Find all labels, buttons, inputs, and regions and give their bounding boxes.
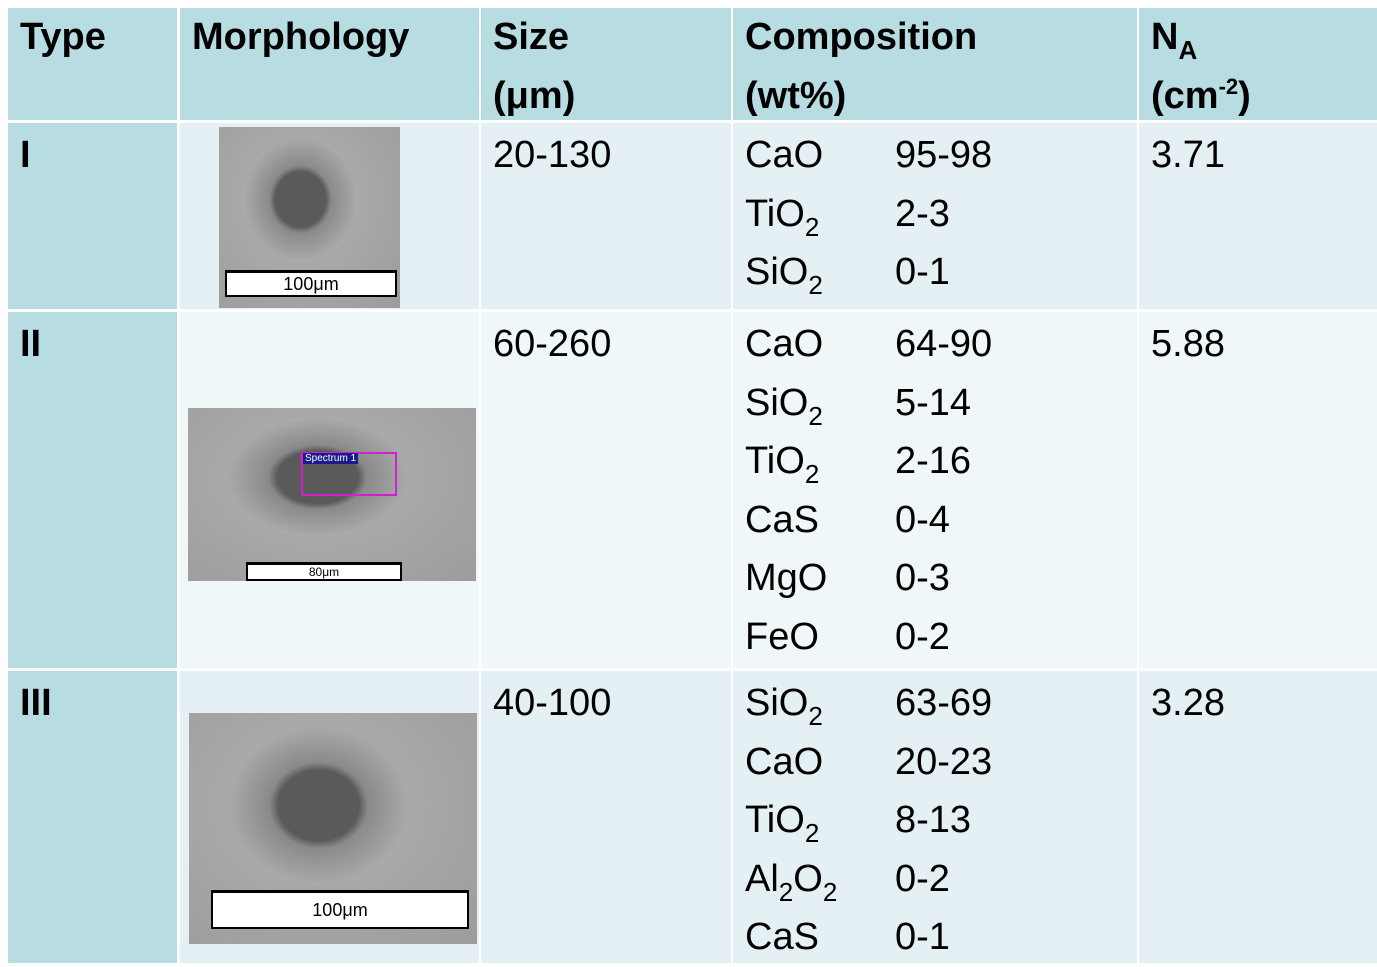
wt-range: 0-4 <box>895 499 950 541</box>
wt-range: 20-23 <box>895 741 992 783</box>
size-value: 60-260 <box>493 315 719 374</box>
header-cell: Morphology <box>180 8 479 120</box>
header-cell: NA (cm-2) <box>1139 8 1377 120</box>
size-cell: 60-260 <box>481 312 731 668</box>
micrograph: 100μm <box>189 713 477 944</box>
wt-range: 5-14 <box>895 382 971 424</box>
wt-range: 8-13 <box>895 799 971 841</box>
wt-range: 0-3 <box>895 557 950 599</box>
type-label: III <box>20 674 165 733</box>
na-cell: 3.71 <box>1139 123 1377 309</box>
na-cell: 5.88 <box>1139 312 1377 668</box>
compound: CaO <box>745 126 895 184</box>
wt-range: 2-3 <box>895 193 950 235</box>
header-text: Type <box>20 8 165 67</box>
row-header-cell: III <box>8 671 177 963</box>
type-label: I <box>20 126 165 185</box>
compound: TiO2 <box>745 185 895 243</box>
micrograph: 80μm Spectrum 1 <box>188 408 476 581</box>
row-header-cell: II <box>8 312 177 668</box>
wt-range: 0-2 <box>895 616 950 658</box>
size-value: 40-100 <box>493 674 719 733</box>
na-value: 3.71 <box>1151 126 1365 185</box>
spectrum-box: Spectrum 1 <box>301 452 397 496</box>
wt-range: 63-69 <box>895 682 992 724</box>
header-text: (wt%) <box>745 67 1125 126</box>
compound: SiO2 <box>745 243 895 301</box>
compound: CaS <box>745 908 895 966</box>
header-text: (μm) <box>493 67 719 126</box>
wt-range: 0-1 <box>895 251 950 293</box>
header-text: NA <box>1151 8 1365 67</box>
header-cell: Size(μm) <box>481 8 731 120</box>
size-cell: 40-100 <box>481 671 731 963</box>
scale-bar: 80μm <box>246 562 402 581</box>
na-cell: 3.28 <box>1139 671 1377 963</box>
unit: (cm <box>1151 75 1219 117</box>
wt-range: 64-90 <box>895 323 992 365</box>
wt-range: 95-98 <box>895 134 992 176</box>
header-text: Composition <box>745 8 1125 67</box>
compound: TiO2 <box>745 791 895 849</box>
na-value: 3.28 <box>1151 674 1365 733</box>
compound: CaO <box>745 733 895 791</box>
scale-bar: 100μm <box>211 890 469 929</box>
compound: SiO2 <box>745 674 895 732</box>
micrograph: 100μm <box>219 127 400 308</box>
wt-range: 2-16 <box>895 440 971 482</box>
exponent: -2 <box>1219 74 1239 99</box>
header-cell: Composition(wt%) <box>733 8 1137 120</box>
header-text: (cm-2) <box>1151 67 1365 126</box>
compound: SiO2 <box>745 374 895 432</box>
row-header-cell: I <box>8 123 177 309</box>
compound: FeO <box>745 608 895 666</box>
header-text: Size <box>493 8 719 67</box>
wt-range: 0-1 <box>895 916 950 958</box>
subscript: A <box>1178 35 1197 65</box>
header-text: Morphology <box>192 8 467 67</box>
header-cell: Type <box>8 8 177 120</box>
compound: CaS <box>745 491 895 549</box>
na-value: 5.88 <box>1151 315 1365 374</box>
type-label: II <box>20 315 165 374</box>
compound: TiO2 <box>745 432 895 490</box>
size-value: 20-130 <box>493 126 719 185</box>
wt-range: 0-2 <box>895 858 950 900</box>
scale-bar: 100μm <box>225 270 397 297</box>
symbol: N <box>1151 16 1178 58</box>
size-cell: 20-130 <box>481 123 731 309</box>
compound: CaO <box>745 315 895 373</box>
page: Type Morphology Size(μm) Composition(wt%… <box>0 0 1377 965</box>
compound: MgO <box>745 549 895 607</box>
spectrum-label: Spectrum 1 <box>303 453 358 464</box>
compound: Al2O2 <box>745 850 895 908</box>
unit: ) <box>1238 75 1251 117</box>
